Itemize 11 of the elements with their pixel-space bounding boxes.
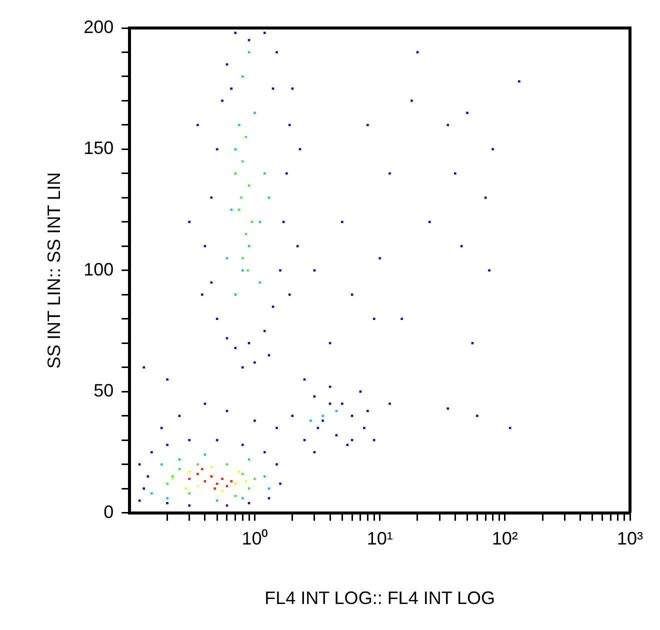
y-axis-title: SS INT LIN:: SS INT LIN [44,172,64,369]
x-tick-label: 10¹ [366,528,393,549]
y-tick-label: 200 [84,16,114,37]
y-tick-label: 0 [104,502,114,522]
y-tick-label: 150 [84,138,114,158]
x-tick-label: 10³ [616,528,644,549]
x-tick-label: 10² [492,528,518,549]
y-tick-label: 50 [94,380,114,401]
x-axis-title: FL4 INT LOG:: FL4 INT LOG [264,588,496,608]
x-tick-label: 10⁰ [242,528,268,549]
y-tick-label: 100 [84,259,114,280]
